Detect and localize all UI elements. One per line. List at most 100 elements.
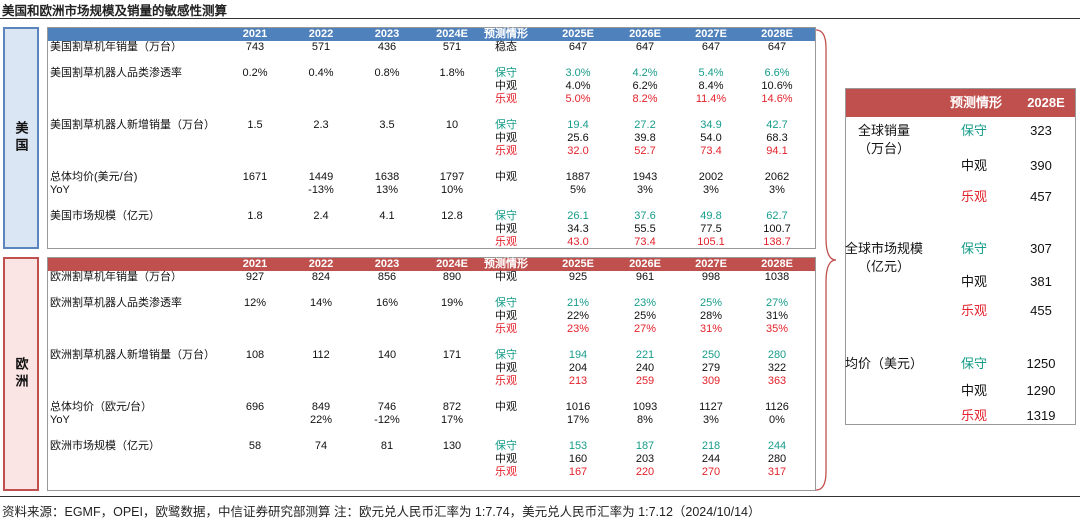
summary-value: 1250	[1026, 356, 1056, 371]
hist-value: 571	[311, 41, 331, 53]
forecast-value: 2062	[764, 171, 790, 183]
column-header: 2025E	[562, 28, 594, 40]
row-label: 美国割草机器人品类渗透率	[50, 67, 182, 79]
us-table: 2021 2022 2023 2024E 预测情形 2025E 2026E 2027E 2028…	[47, 27, 816, 249]
hist-value: 2.3	[313, 119, 329, 131]
forecast-value: 167	[568, 466, 588, 478]
hist-value: 140	[377, 349, 397, 361]
forecast-value: 14.6%	[761, 93, 793, 105]
hist-value: 16%	[375, 297, 399, 309]
forecast-value: 270	[701, 466, 721, 478]
hist-value: 19%	[440, 297, 464, 309]
right-brace	[815, 29, 837, 491]
column-header: 2026E	[629, 28, 661, 40]
summary-value: 390	[1030, 158, 1052, 173]
forecast-value: 55.5	[634, 223, 656, 235]
hist-value: 743	[245, 41, 265, 53]
row-label-yoy: YoY	[50, 184, 70, 196]
scenario-label: 乐观	[960, 303, 988, 318]
scenario-label: 中观	[495, 132, 517, 144]
scenario-label: 乐观	[495, 236, 517, 248]
forecast-value: 8.2%	[632, 93, 658, 105]
scenario-label: 保守	[495, 440, 517, 452]
scenario-label: 中观	[495, 271, 517, 283]
forecast-value: 26.1	[567, 210, 589, 222]
scenario-label: 中观	[495, 80, 517, 92]
forecast-value: 77.5	[700, 223, 722, 235]
scenario-label: 乐观	[495, 375, 517, 387]
column-header: 2022	[308, 28, 334, 40]
footer-divider	[0, 496, 1080, 497]
hist-value: 108	[245, 349, 265, 361]
hist-value: 1797	[439, 171, 465, 183]
forecast-value: 54.0	[700, 132, 722, 144]
forecast-value: 34.3	[567, 223, 589, 235]
scenario-label: 中观	[960, 274, 988, 289]
forecast-value: 6.2%	[632, 80, 658, 92]
scenario-label: 中观	[960, 158, 988, 173]
scenario-label: 保守	[495, 210, 517, 222]
region-label-us: 美国	[3, 27, 39, 249]
forecast-value: 73.4	[700, 145, 722, 157]
forecast-value: 279	[701, 362, 721, 374]
scenario-label: 乐观	[495, 323, 517, 335]
forecast-value: 244	[701, 453, 721, 465]
scenario-label: 保守	[960, 123, 988, 138]
hist-value: 130	[442, 440, 462, 452]
forecast-value: 6.6%	[764, 67, 790, 79]
forecast-value: 23%	[633, 297, 657, 309]
hist-value: 746	[377, 401, 397, 413]
hist-value: 927	[245, 271, 265, 283]
hist-value: 571	[442, 41, 462, 53]
forecast-value: 3%	[769, 184, 785, 196]
hist-value: 1638	[374, 171, 400, 183]
column-header: 2027E	[695, 28, 727, 40]
hist-value: 0.8%	[374, 67, 400, 79]
column-header: 2022	[308, 258, 334, 270]
column-header: 2026E	[629, 258, 661, 270]
forecast-value: 1038	[764, 271, 790, 283]
forecast-value: 647	[568, 41, 588, 53]
row-label: 美国割草机器人新增销量（万台）	[50, 119, 215, 131]
forecast-value: 647	[701, 41, 721, 53]
group-label: （万台）	[857, 141, 911, 156]
forecast-value: 17%	[566, 414, 590, 426]
hist-value: 171	[442, 349, 462, 361]
forecast-value: 213	[568, 375, 588, 387]
group-label: 全球销量	[857, 123, 911, 138]
row-label: 欧洲市场规模（亿元）	[50, 440, 160, 452]
forecast-value: 21%	[566, 297, 590, 309]
column-header: 2021	[242, 28, 268, 40]
yoy-value: -12%	[374, 414, 400, 426]
scenario-label: 稳态	[495, 41, 517, 53]
yoy-value: 13%	[375, 184, 399, 196]
forecast-value: 194	[568, 349, 588, 361]
forecast-value: 5%	[570, 184, 586, 196]
forecast-value: 138.7	[763, 236, 791, 248]
forecast-value: 23%	[566, 323, 590, 335]
forecast-value: 221	[635, 349, 655, 361]
forecast-value: 31%	[699, 323, 723, 335]
eu-table-header	[48, 258, 815, 271]
scenario-label: 中观	[495, 223, 517, 235]
forecast-value: 27%	[633, 323, 657, 335]
column-header: 预测情形	[949, 95, 1003, 110]
forecast-value: 363	[767, 375, 787, 387]
hist-value: 14%	[309, 297, 333, 309]
scenario-label: 保守	[495, 349, 517, 361]
forecast-value: 25%	[699, 297, 723, 309]
forecast-value: 3%	[703, 414, 719, 426]
forecast-value: 27%	[765, 297, 789, 309]
scenario-label: 中观	[495, 310, 517, 322]
hist-value: 872	[442, 401, 462, 413]
hist-value: 112	[312, 349, 330, 361]
forecast-value: 28%	[699, 310, 723, 322]
hist-value: 1671	[242, 171, 268, 183]
global-summary-header	[846, 89, 1075, 117]
summary-value: 307	[1030, 241, 1052, 256]
forecast-value: 1093	[632, 401, 658, 413]
page-title: 美国和欧洲市场规模及销量的敏感性测算	[2, 4, 228, 18]
column-header: 2021	[242, 258, 268, 270]
forecast-value: 160	[568, 453, 588, 465]
forecast-value: 68.3	[766, 132, 788, 144]
